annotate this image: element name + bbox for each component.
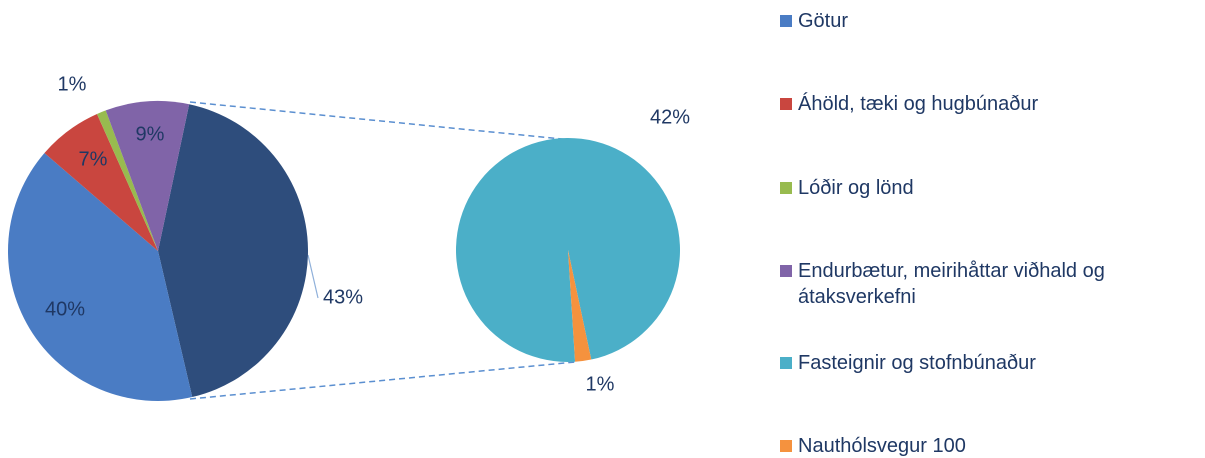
legend-entry: Fasteignir og stofnbúnaður xyxy=(780,350,1205,376)
legend-label: Fasteignir og stofnbúnaður xyxy=(798,352,1036,374)
pie-slice xyxy=(455,138,680,362)
pie-slice xyxy=(568,250,592,362)
legend-label: Áhöld, tæki og hugbúnaður xyxy=(798,93,1039,115)
pie-slice xyxy=(44,113,158,252)
pie-slice xyxy=(158,104,308,398)
legend-swatch xyxy=(780,440,792,452)
pie-slice xyxy=(105,101,190,252)
data-label: 9% xyxy=(136,123,165,145)
legend-label: Lóðir og lönd xyxy=(798,177,914,199)
legend-label: Endurbætur, meirihåttar viðhald og átaks… xyxy=(798,260,1105,308)
legend-entry: Götur xyxy=(780,8,1205,34)
legend-swatch xyxy=(780,357,792,369)
data-label: 1% xyxy=(586,373,615,395)
connector xyxy=(189,101,573,141)
legend-entry: Endurbætur, meirihåttar viðhald og átaks… xyxy=(780,258,1205,310)
legend-label: Nauthólsvegur 100 xyxy=(798,435,966,457)
connector xyxy=(189,361,576,400)
legend-entry: Áhöld, tæki og hugbúnaður xyxy=(780,91,1205,117)
legend-swatch xyxy=(780,98,792,110)
data-label: 1% xyxy=(58,73,87,95)
legend-swatch xyxy=(780,15,792,27)
data-label: 40% xyxy=(45,298,85,320)
data-label: 43% xyxy=(323,286,363,308)
legend-entry: Nauthólsvegur 100 xyxy=(780,433,1205,458)
legend-label: Götur xyxy=(798,10,849,32)
data-label: 42% xyxy=(650,106,690,128)
data-label: 7% xyxy=(79,148,108,170)
legend-swatch xyxy=(780,182,792,194)
legend-entry: Lóðir og lönd xyxy=(780,175,1205,201)
legend-swatch xyxy=(780,265,792,277)
pie-slice xyxy=(7,152,193,401)
pie-slice xyxy=(96,110,158,251)
leader-line xyxy=(307,254,319,299)
